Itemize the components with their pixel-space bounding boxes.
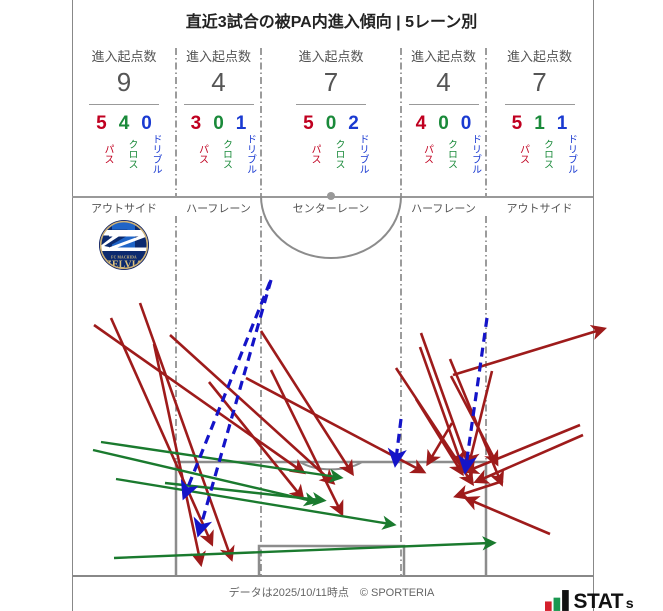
svg-text:s: s (626, 596, 634, 611)
svg-text:STAT: STAT (574, 590, 624, 611)
